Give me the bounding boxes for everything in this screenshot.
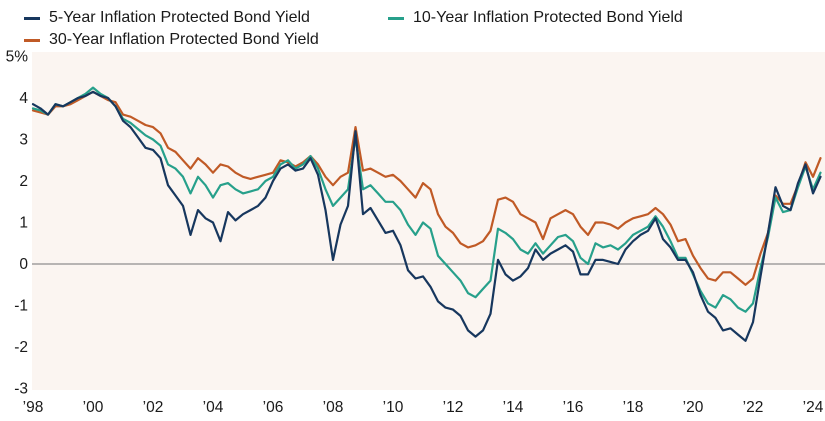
legend-swatch-5yr-line [24, 16, 40, 20]
y-axis-tick-label: 0 [19, 256, 28, 273]
x-axis-tick-label: ’22 [743, 399, 764, 416]
y-axis-tick-label: 1 [19, 215, 28, 232]
legend-item-5yr: 5-Year Inflation Protected Bond Yield [24, 10, 310, 26]
legend-label-10yr: 10-Year Inflation Protected Bond Yield [413, 9, 683, 26]
x-axis-tick-label: ’02 [143, 399, 164, 416]
x-axis-tick-label: ’00 [83, 399, 104, 416]
y-axis-tick-label: 3 [19, 132, 28, 149]
x-axis-tick-label: ’24 [803, 399, 824, 416]
x-axis-tick-label: ’10 [383, 399, 404, 416]
x-axis-tick-label: ’18 [623, 399, 644, 416]
y-axis-tick-label: 4 [19, 90, 28, 107]
series-line-30yr [31, 90, 822, 286]
y-axis-tick-label: -2 [14, 339, 28, 356]
y-axis-tick-label: 5% [6, 49, 29, 66]
legend-swatch-30yr-line [24, 38, 40, 42]
x-axis-tick-label: ’98 [23, 399, 44, 416]
y-axis-tick-label: -1 [14, 298, 28, 315]
series-line-5yr [31, 90, 822, 342]
legend-label-30yr: 30-Year Inflation Protected Bond Yield [49, 31, 319, 48]
y-axis-tick-label: 2 [19, 173, 28, 190]
y-axis-tick-label: -3 [14, 381, 28, 398]
legend-label-5yr: 5-Year Inflation Protected Bond Yield [49, 9, 310, 26]
legend-swatch-10yr-line [388, 16, 404, 20]
x-axis-tick-label: ’14 [503, 399, 524, 416]
x-axis-tick-label: ’12 [443, 399, 464, 416]
x-axis-tick-label: ’16 [563, 399, 584, 416]
x-axis-tick-label: ’08 [323, 399, 344, 416]
x-axis-tick-label: ’20 [683, 399, 704, 416]
x-axis-tick-label: ’06 [263, 399, 284, 416]
x-axis-tick-label: ’04 [203, 399, 224, 416]
plot-area-background [32, 52, 825, 390]
legend-item-30yr: 30-Year Inflation Protected Bond Yield [24, 32, 319, 48]
legend-item-10yr: 10-Year Inflation Protected Bond Yield [388, 10, 683, 26]
